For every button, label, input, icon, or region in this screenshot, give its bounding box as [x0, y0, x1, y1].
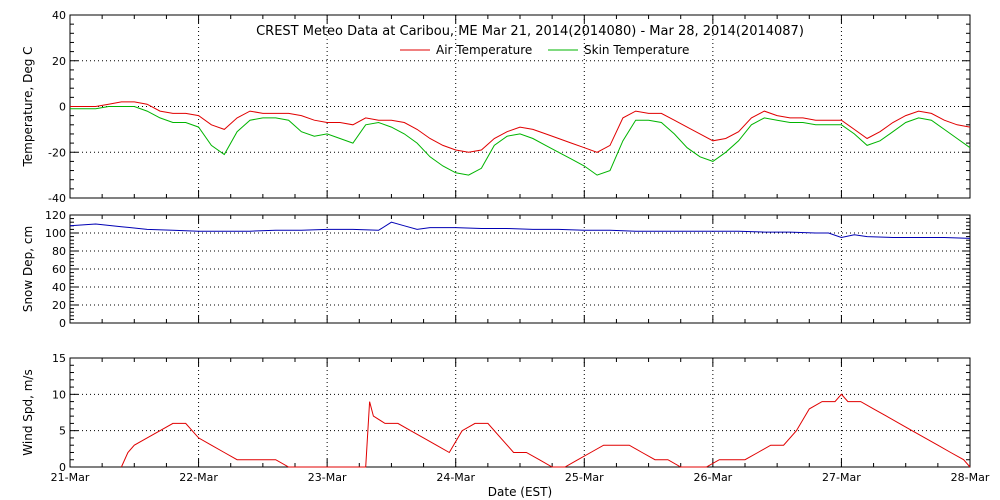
y-tick-label: 80: [52, 245, 66, 258]
tick-marks: [69, 14, 971, 468]
series-line-2-0: [120, 393, 971, 468]
x-tick-label: 27-Mar: [822, 471, 861, 484]
series-line-0-0: [70, 101, 971, 153]
gridlines: [70, 15, 970, 467]
wind-speed-panel-frame: [69, 357, 971, 468]
y-tick-label: 5: [59, 425, 66, 438]
y-tick-label: -40: [48, 192, 66, 205]
y-tick-label: 40: [52, 9, 66, 22]
y-tick-label: 0: [59, 317, 66, 330]
y-tick-label: 10: [52, 388, 66, 401]
chart-title: CREST Meteo Data at Caribou, ME Mar 21, …: [256, 24, 804, 39]
legend-air-label: Air Temperature: [436, 43, 532, 57]
x-tick-label: 24-Mar: [436, 471, 475, 484]
x-tick-label: 26-Mar: [693, 471, 732, 484]
x-tick-label: 25-Mar: [565, 471, 604, 484]
y-axis-label-snow-depth: Snow Dep, cm: [21, 226, 35, 312]
x-tick-label: 22-Mar: [179, 471, 218, 484]
y-tick-label: 15: [52, 352, 66, 365]
y-tick-label: 0: [59, 101, 66, 114]
y-tick-labels: -40 -20 0 20 40 0 20 40 60 80 100 120 0 5 10 15: [45, 9, 66, 474]
y-axis-label-temperature: Temperature, Deg C: [21, 46, 35, 167]
series-line-1-0: [69, 221, 971, 239]
y-tick-label: 20: [52, 55, 66, 68]
x-tick-labels: 21-Mar 22-Mar 23-Mar 24-Mar 25-Mar 26-Mar 27-M…: [51, 471, 990, 484]
y-axis-label-wind-speed: Wind Spd, m/s: [21, 369, 35, 455]
x-tick-label: 28-Mar: [951, 471, 990, 484]
y-tick-label: 60: [52, 263, 66, 276]
y-tick-label: 40: [52, 281, 66, 294]
series-line-0-1: [70, 106, 971, 176]
series-layer: [69, 101, 971, 468]
legend-skin-label: Skin Temperature: [584, 43, 689, 57]
legend: Air Temperature Skin Temperature: [400, 43, 689, 57]
x-tick-label: 21-Mar: [51, 471, 90, 484]
x-tick-label: 23-Mar: [308, 471, 347, 484]
y-tick-label: 100: [45, 227, 66, 240]
y-tick-label: 0: [59, 461, 66, 474]
y-tick-label: -20: [48, 146, 66, 159]
y-tick-label: 20: [52, 299, 66, 312]
x-axis-label: Date (EST): [488, 485, 552, 499]
y-tick-label: 120: [45, 209, 66, 222]
